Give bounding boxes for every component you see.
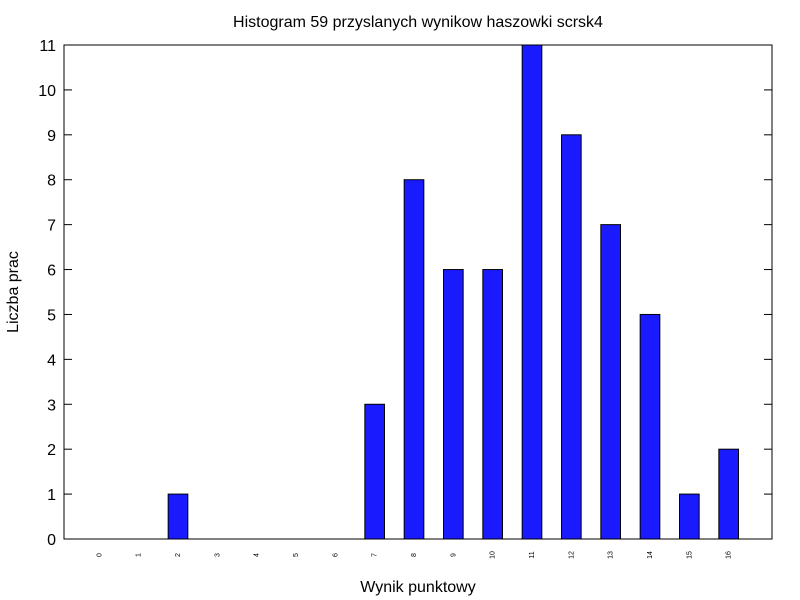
bar-12	[561, 134, 582, 540]
bar-16	[718, 448, 739, 540]
y-tick-label: 6	[47, 263, 56, 280]
x-axis-label: Wynik punktowy	[360, 579, 475, 596]
x-tick-label: 13	[608, 551, 615, 559]
bar-13	[600, 224, 621, 540]
bar-14	[639, 313, 661, 540]
bar-11	[521, 44, 543, 540]
bar-9	[443, 269, 464, 540]
y-tick-label: 2	[47, 442, 56, 459]
bar-2	[167, 493, 189, 540]
x-tick-label: 7	[372, 553, 379, 557]
bar-8	[403, 179, 425, 540]
x-tick-label: 4	[254, 553, 261, 557]
bar-15	[679, 493, 700, 540]
x-axis: 0 1 2 3 4 5 6 7 8 9 10 11 12 13 14 15 16	[96, 551, 732, 559]
chart-title: Histogram 59 przyslanych wynikow haszowk…	[233, 14, 603, 31]
y-tick-label: 7	[47, 218, 56, 235]
bar-10	[482, 269, 504, 540]
x-tick-label: 5	[293, 553, 300, 557]
y-tick-label: 10	[38, 83, 56, 100]
y-tick-label: 1	[47, 487, 56, 504]
y-tick-label: 5	[47, 307, 56, 324]
y-tick-label: 11	[39, 38, 56, 55]
x-tick-label: 1	[136, 553, 143, 557]
y-axis: 0 1 2 3 4 5 6 7 8 9 10 11	[38, 38, 772, 549]
x-tick-label: 6	[332, 553, 339, 557]
y-tick-label: 0	[47, 532, 56, 549]
x-tick-label: 14	[647, 551, 654, 559]
x-tick-label: 8	[411, 553, 418, 557]
x-tick-label: 10	[490, 551, 497, 559]
x-tick-label: 16	[726, 551, 733, 559]
bar-7	[364, 403, 386, 540]
x-tick-label: 12	[568, 551, 575, 559]
y-axis-label: Liczba prac	[5, 251, 22, 333]
x-tick-label: 3	[214, 553, 221, 557]
x-tick-label: 0	[96, 553, 103, 557]
y-tick-label: 9	[47, 128, 56, 145]
bar-series	[167, 44, 739, 540]
x-tick-label: 9	[450, 553, 457, 557]
y-tick-label: 8	[47, 173, 56, 190]
x-tick-label: 2	[175, 553, 182, 557]
x-tick-label: 15	[686, 551, 693, 559]
x-tick-label: 11	[529, 551, 536, 558]
y-tick-label: 3	[47, 397, 56, 414]
y-tick-label: 4	[47, 352, 56, 369]
